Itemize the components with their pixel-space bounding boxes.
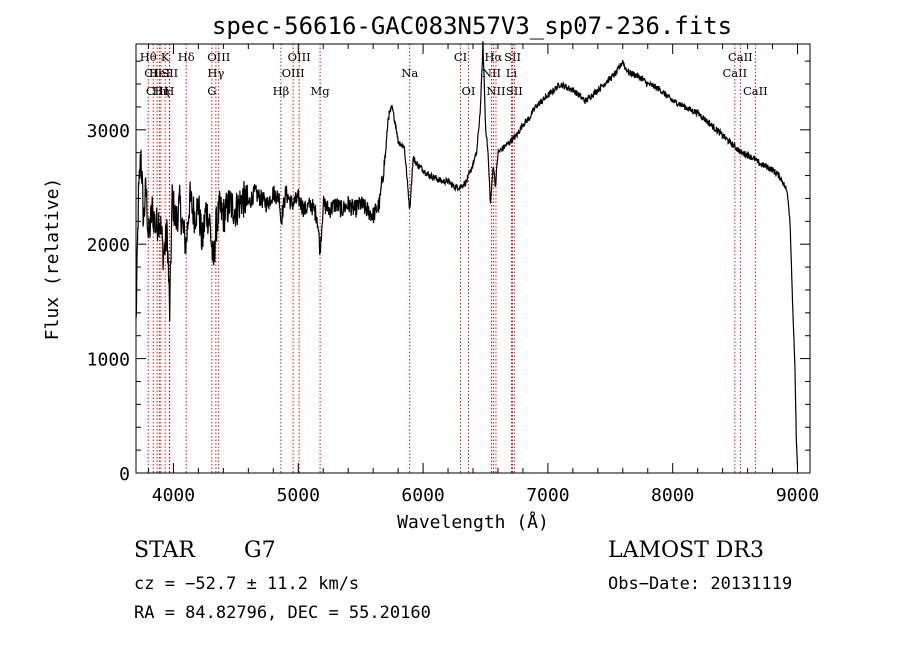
observation-date: Obs−Date: 20131119 bbox=[608, 574, 793, 594]
plot-frame bbox=[135, 43, 811, 474]
marker-label-16: Na bbox=[401, 66, 418, 80]
marker-label-27: CaII bbox=[743, 84, 768, 98]
x-tick-label-2: 6000 bbox=[401, 485, 444, 506]
marker-label-26: CaII bbox=[728, 50, 753, 64]
spectrum-chart: spec-56616-GAC083N57V3_sp07-236.fits Hθ C… bbox=[42, 12, 819, 533]
marker-label-2: CIII bbox=[146, 84, 168, 98]
marker-label-19: NII bbox=[482, 66, 501, 80]
chart-title: spec-56616-GAC083N57V3_sp07-236.fits bbox=[212, 12, 732, 40]
x-axis-label: Wavelength (Å) bbox=[397, 511, 549, 533]
line-markers: HθCIICIIIHeIHηKSIIHHδGHγOIIIHβOIIIOIIIMg… bbox=[140, 44, 768, 473]
y-tick-label-2: 2000 bbox=[87, 235, 130, 256]
marker-label-7: H bbox=[164, 84, 174, 98]
object-class: STAR bbox=[134, 538, 195, 563]
marker-label-1: CII bbox=[144, 66, 162, 80]
y-tick-label-1: 1000 bbox=[87, 350, 130, 371]
survey-name: LAMOST DR3 bbox=[608, 538, 764, 563]
marker-label-13: OIII bbox=[282, 66, 305, 80]
object-subclass: G7 bbox=[244, 538, 276, 563]
marker-label-14: OIII bbox=[288, 50, 311, 64]
marker-label-9: G bbox=[207, 84, 216, 98]
marker-label-20: Hα bbox=[484, 50, 502, 64]
x-tick-label-3: 7000 bbox=[526, 485, 569, 506]
ra-dec-coordinates: RA = 84.82796, DEC = 55.20160 bbox=[134, 603, 431, 623]
marker-label-23: SII bbox=[504, 50, 521, 64]
redshift-velocity: cz = −52.7 ± 11.2 km/s bbox=[134, 574, 360, 594]
marker-label-12: Hβ bbox=[273, 84, 290, 98]
marker-label-15: Mg bbox=[311, 84, 331, 98]
marker-label-22: Li bbox=[506, 66, 518, 80]
marker-label-24: SII bbox=[506, 84, 523, 98]
marker-label-17: CI bbox=[454, 50, 467, 64]
marker-label-11: OIII bbox=[207, 50, 230, 64]
y-tick-label-3: 3000 bbox=[87, 121, 130, 142]
spectrum-line bbox=[135, 41, 799, 468]
marker-label-21: NII bbox=[486, 84, 505, 98]
marker-label-10: Hγ bbox=[207, 66, 224, 80]
x-tick-label-5: 9000 bbox=[776, 485, 819, 506]
x-tick-label-1: 5000 bbox=[277, 485, 320, 506]
y-tick-label-0: 0 bbox=[119, 464, 130, 485]
marker-label-0: Hθ bbox=[140, 50, 157, 64]
x-tick-label-0: 4000 bbox=[152, 485, 195, 506]
marker-label-8: Hδ bbox=[178, 50, 195, 64]
marker-label-25: CaII bbox=[722, 66, 747, 80]
axes: 4000 5000 6000 7000 8000 9000 0 1000 2000 3000 bbox=[87, 44, 819, 506]
marker-label-5: K bbox=[161, 50, 170, 64]
marker-label-18: OI bbox=[462, 84, 476, 98]
y-axis-label: Flux (relative) bbox=[42, 178, 63, 341]
x-tick-label-4: 8000 bbox=[651, 485, 694, 506]
